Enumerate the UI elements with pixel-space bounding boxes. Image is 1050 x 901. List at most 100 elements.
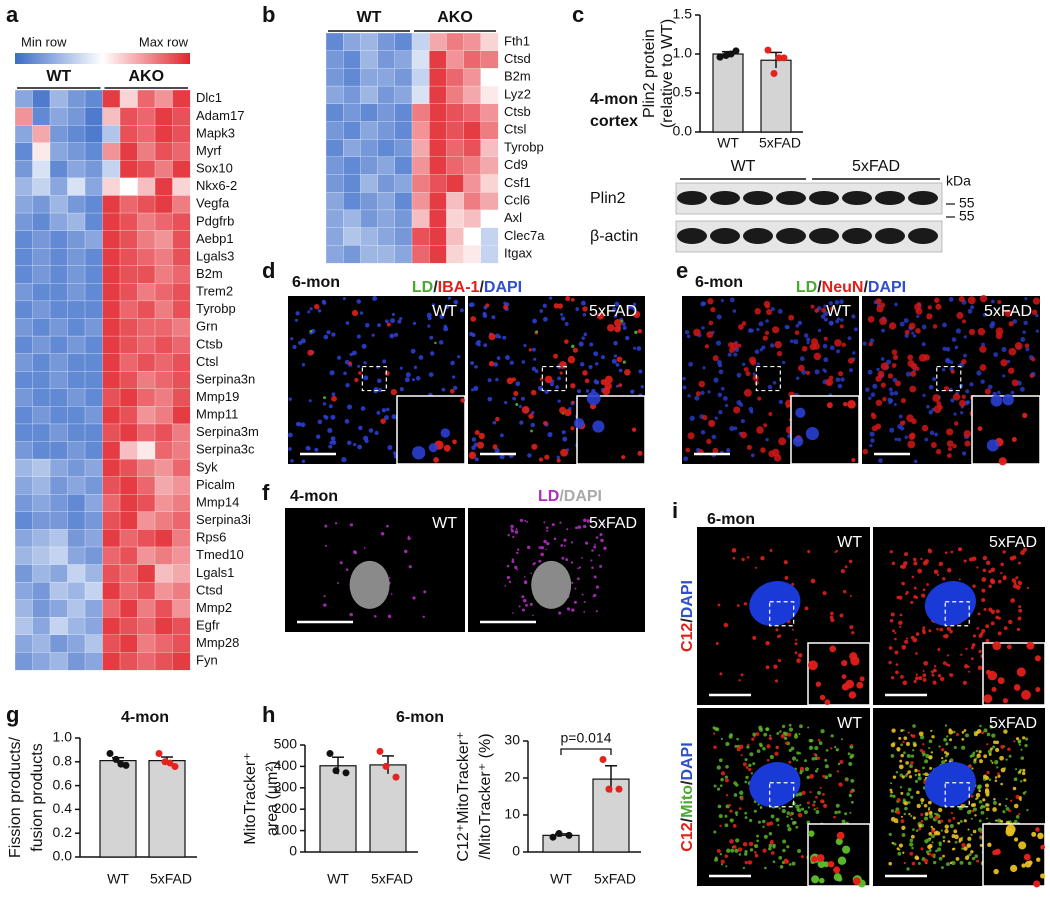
image-dot (763, 423, 768, 428)
image-dot (515, 381, 521, 387)
image-dot (936, 573, 940, 576)
image-dot (538, 546, 542, 549)
image-dot (382, 359, 387, 364)
image-dot (862, 448, 868, 455)
heatmap-cell (84, 423, 103, 442)
image-dot (788, 723, 792, 727)
image-dot (530, 389, 537, 396)
heatmap-cell (154, 634, 173, 653)
image-dot (388, 577, 391, 579)
blot-band (710, 228, 740, 244)
image-dot (600, 355, 606, 360)
image-dot (729, 297, 735, 303)
heatmap-cell (463, 32, 482, 52)
heatmap-cell (32, 599, 51, 618)
image-dot (770, 851, 775, 855)
heatmap-cell (102, 423, 121, 442)
heatmap-cell (411, 227, 430, 246)
image-dot (844, 779, 848, 782)
image-dot (1024, 790, 1027, 793)
heatmap-cell (84, 511, 103, 530)
image-dot (323, 414, 327, 419)
image-dot (978, 819, 982, 823)
image-dot (503, 304, 509, 310)
image-dot (1015, 585, 1021, 590)
heatmap-cell (463, 156, 482, 175)
image-dot (905, 741, 910, 746)
heatmap-cell (32, 283, 51, 302)
image-dot (795, 638, 798, 641)
image-dot (952, 443, 957, 449)
zoom-box (769, 601, 795, 627)
heatmap-cell (84, 195, 103, 214)
image-dot (872, 383, 878, 389)
image-dot (990, 567, 996, 573)
image-dot (618, 383, 623, 387)
image-dot (389, 333, 395, 339)
gene-label: Cd9 (504, 157, 528, 172)
image-dot (944, 633, 949, 639)
image-dot (922, 743, 925, 746)
image-dot (725, 741, 730, 747)
image-dot (904, 561, 908, 564)
heatmap-cell (67, 160, 86, 179)
heatmap-cell (49, 230, 68, 249)
image-dot (925, 850, 930, 854)
heatmap-cell (446, 245, 465, 264)
heatmap-cell (32, 335, 51, 355)
image-dot (1000, 767, 1006, 773)
image-dot (717, 804, 722, 809)
heatmap-cell (84, 494, 103, 513)
image-dot (839, 324, 844, 329)
heatmap-cell (32, 423, 51, 442)
image-dot (788, 863, 792, 866)
stain-label: LD/IBA-1/DAPI (412, 279, 522, 296)
image-dot (835, 319, 840, 324)
image-dot (774, 751, 779, 756)
image-dot (732, 309, 737, 313)
image-dot (743, 602, 748, 606)
image-dot (918, 824, 923, 828)
heatmap-cell (480, 156, 499, 175)
image-dot (739, 790, 744, 796)
image-dot (543, 539, 547, 544)
image-dot (358, 425, 363, 431)
image-dot (847, 752, 851, 756)
image-dot (723, 622, 729, 628)
image-dot (593, 545, 597, 549)
data-point (764, 46, 772, 54)
heatmap-cell (446, 139, 465, 158)
image-dot (740, 673, 744, 677)
image-dot (781, 733, 785, 736)
image-dot (532, 347, 536, 352)
heatmap-cell (394, 103, 413, 122)
data-point (155, 749, 163, 757)
image-dot (851, 631, 855, 635)
heatmap-cell (154, 371, 173, 390)
image-dot (482, 311, 487, 316)
heatmap-cell (137, 423, 156, 442)
heatmap-cell (84, 318, 103, 337)
image-dot (557, 376, 561, 381)
image-dot (899, 420, 906, 426)
image-dot (951, 834, 956, 839)
image-dot (979, 830, 983, 834)
image-dot (979, 364, 987, 372)
heatmap-cell (32, 160, 51, 179)
inset (971, 395, 1041, 465)
image-dot (809, 343, 817, 351)
heatmap-cell (14, 652, 33, 671)
image-dot (829, 306, 835, 311)
image-dot (557, 399, 561, 403)
heatmap-cell (172, 125, 191, 144)
image-dot (898, 736, 902, 740)
image-dot (888, 398, 894, 404)
image-dot (903, 812, 907, 816)
group-label: AKO (128, 68, 164, 85)
image-dot (984, 783, 990, 788)
image-dot (718, 410, 723, 415)
image-dot (817, 790, 821, 795)
heatmap-cell (325, 85, 344, 105)
heatmap-cell (154, 142, 173, 161)
image-dot (995, 327, 1004, 336)
